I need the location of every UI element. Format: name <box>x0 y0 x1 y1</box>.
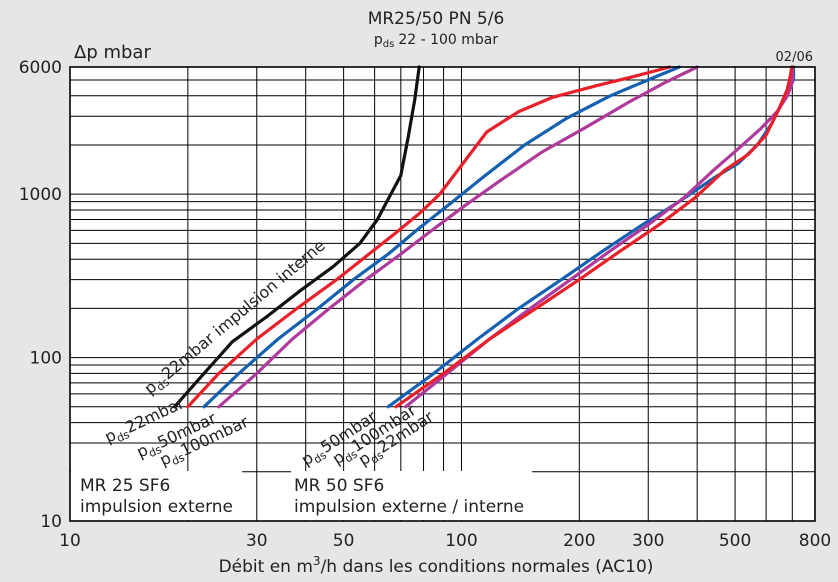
y-tick-1000: 1000 <box>19 185 62 205</box>
x-tick-300: 300 <box>632 531 664 551</box>
box-mr25-line1: MR 25 SF6 <box>80 476 170 496</box>
x-tick-200: 200 <box>563 531 595 551</box>
x-tick-500: 500 <box>719 531 751 551</box>
box-mr25-bg <box>71 471 242 520</box>
subtitle-symbol: p <box>374 32 383 48</box>
y-tick-6000: 6000 <box>19 58 62 78</box>
x-tick-50: 50 <box>333 531 355 551</box>
x-tick-100: 100 <box>445 531 477 551</box>
date-code: 02/06 <box>776 50 813 65</box>
x-tick-30: 30 <box>246 531 268 551</box>
boxes-layer: MR 25 SF6 impulsion externe MR 50 SF6 im… <box>71 471 532 520</box>
box-mr50-line2: impulsion externe / interne <box>294 497 524 517</box>
y-tick-10: 10 <box>40 512 62 532</box>
x-axis-label-pre: Débit en m <box>219 557 313 577</box>
series-mr50-22 <box>394 65 794 409</box>
series-mr25-ext-50 <box>202 65 681 409</box>
label-blue-50-sub: ds <box>147 443 164 460</box>
label-red-22-sub: ds <box>115 428 132 445</box>
x-tick-800: 800 <box>799 531 831 551</box>
x-axis-label: Débit en m3/h dans les conditions normal… <box>219 554 654 577</box>
box-mr50-line1: MR 50 SF6 <box>294 476 384 496</box>
label-red-22-b-sub: ds <box>368 448 386 466</box>
plot-background <box>70 67 815 521</box>
chart-subtitle: pds 22 - 100 mbar <box>374 32 498 50</box>
tick-labels-layer: 10 30 50 100 200 300 500 800 10 100 1000 6000 <box>19 58 831 551</box>
series-layer <box>173 65 796 409</box>
box-mr50-bg <box>291 471 532 520</box>
plot-border <box>69 66 816 522</box>
box-mr25-line2: impulsion externe <box>80 497 233 517</box>
x-axis-label-sup: 3 <box>313 554 321 568</box>
series-mr25-ext-22 <box>186 65 672 409</box>
label-blue-50-b-sub: ds <box>311 448 329 466</box>
series-mr25-int-22 <box>173 65 421 409</box>
subtitle-subscript: ds <box>383 39 395 50</box>
label-magenta-100-b-sub: ds <box>342 447 360 465</box>
series-mr25-ext-100 <box>217 65 699 409</box>
x-axis-label-post: /h dans les conditions normales (AC10) <box>321 557 654 577</box>
chart-title: MR25/50 PN 5/6 <box>368 9 505 29</box>
label-magenta-100-sub: ds <box>170 451 187 468</box>
subtitle-text: 22 - 100 mbar <box>398 32 498 48</box>
y-tick-100: 100 <box>30 349 62 369</box>
x-tick-10: 10 <box>59 531 81 551</box>
y-axis-label: Δp mbar <box>74 42 151 63</box>
